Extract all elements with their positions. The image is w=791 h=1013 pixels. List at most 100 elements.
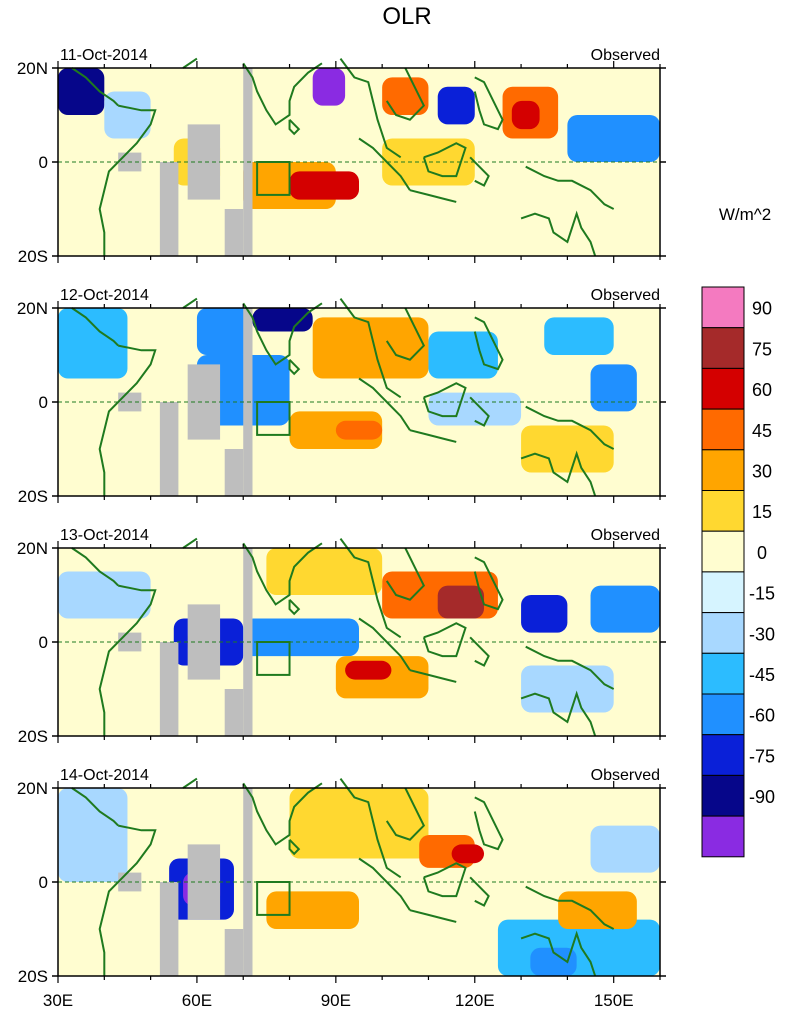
coastline [242,302,323,366]
units-label: W/m^2 [719,205,771,224]
olr-anomaly-cell [382,138,475,186]
coastline [182,777,198,789]
map-panel: 20N 0 20S 13-Oct-2014 Observed [17,527,666,746]
olr-anomaly-cell [558,891,637,929]
coastline [182,57,198,69]
coastline [98,104,157,256]
colorbar-label: 0 [757,543,767,563]
coastline [520,930,597,977]
colorbar-label: -15 [749,584,775,604]
coastline [242,62,323,126]
missing-data-cell [224,689,244,736]
coastline [385,307,426,361]
olr-anomaly-cell [312,317,429,379]
x-tick-label: 60E [182,991,212,1010]
coastline [242,782,323,846]
colorbar-label: -90 [749,787,775,807]
missing-data-cell [159,882,179,976]
olr-anomaly-cell [289,788,429,859]
coastline [71,547,119,587]
coastline [339,298,402,399]
olr-anomaly-cell [312,68,346,106]
coastline [358,377,411,431]
index-box [256,401,291,436]
colorbar-swatch [701,652,745,695]
coastline [288,118,301,136]
coastline [409,909,457,923]
colorbar-swatch [701,490,745,532]
olr-anomaly-cell [58,571,151,619]
olr-anomaly-cell [289,171,359,200]
coastline [469,636,490,667]
olr-anomaly-cell [590,825,660,873]
olr-anomaly-cell [521,665,614,713]
olr-anomaly-cell [266,548,383,595]
olr-anomaly-cell [521,425,614,473]
missing-data-cell [224,929,244,976]
missing-data-cell [159,402,179,496]
chart-title: OLR [382,3,431,30]
colorbar-swatch [701,571,745,614]
index-box [256,161,291,196]
olr-anomaly-cell [382,77,429,115]
coastline [385,787,426,841]
coastline [469,876,490,907]
colorbar-swatch [701,734,745,776]
x-tick-label: 30E [43,991,73,1010]
map-panels: 20N 0 20S 11-Oct-2014 Observed 20N 0 20S 12-Oct-… [17,47,666,986]
coastline [520,690,597,737]
colorbar-swatch [701,327,745,369]
y-tick-label: 20S [18,247,48,266]
colorbar-swatch [701,693,745,736]
olr-anomaly-cell [590,364,637,412]
olr-anomaly-cell [590,585,660,633]
olr-anomaly-cell [474,185,660,256]
y-tick-label: 20S [18,967,48,986]
panel-observed-label: Observed [591,47,660,64]
olr-anomaly-cell [567,115,660,162]
colorbar-label: 30 [752,462,772,482]
colorbar-swatch [701,612,745,654]
olr-anomaly-cell [530,947,577,976]
coastline [469,156,490,187]
coastline [339,58,402,159]
coastline [525,885,615,930]
panel-date: 11-Oct-2014 [60,47,148,64]
olr-anomaly-cell [428,331,498,379]
coastline [71,67,119,107]
olr-anomaly-cell [544,317,614,355]
coastline [339,538,402,639]
missing-data-cell [224,209,244,256]
coastline [242,542,323,606]
y-tick-label: 20N [17,779,48,798]
x-tick-label: 90E [321,991,351,1010]
colorbar-swatch [701,408,745,451]
colorbar-label: 60 [752,380,772,400]
olr-anomaly-cell [521,595,568,633]
panel-date: 13-Oct-2014 [60,527,149,544]
y-tick-label: 0 [39,393,48,412]
olr-anomaly-cell [243,618,359,657]
colorbar-label: -30 [749,624,775,644]
panel-date: 14-Oct-2014 [60,767,149,784]
missing-data-cell [159,162,179,256]
coastline [98,344,157,496]
coastline [520,210,597,257]
colorbar-label: 75 [752,339,772,359]
olr-anomaly-cell [428,392,522,426]
map-panel: 20N 0 20S 11-Oct-2014 Observed [17,47,666,266]
coastline [288,598,301,616]
y-tick-label: 20S [18,487,48,506]
colorbar-label: 45 [752,421,772,441]
coastline [473,556,504,611]
coastline [288,838,301,856]
colorbar-label: -45 [749,665,775,685]
coastline [473,316,504,371]
coastline [358,857,411,911]
colorbar-swatch [701,530,745,573]
olr-anomaly-cell [345,660,392,680]
colorbar: 90 75 60 45 30 15 0 -15 -30 -45 -60 -75 -90 [701,286,775,858]
x-tick-label: 150E [594,991,634,1010]
map-panel: 20N 0 20S 12-Oct-2014 Observed [17,287,666,506]
coastline [473,796,504,851]
